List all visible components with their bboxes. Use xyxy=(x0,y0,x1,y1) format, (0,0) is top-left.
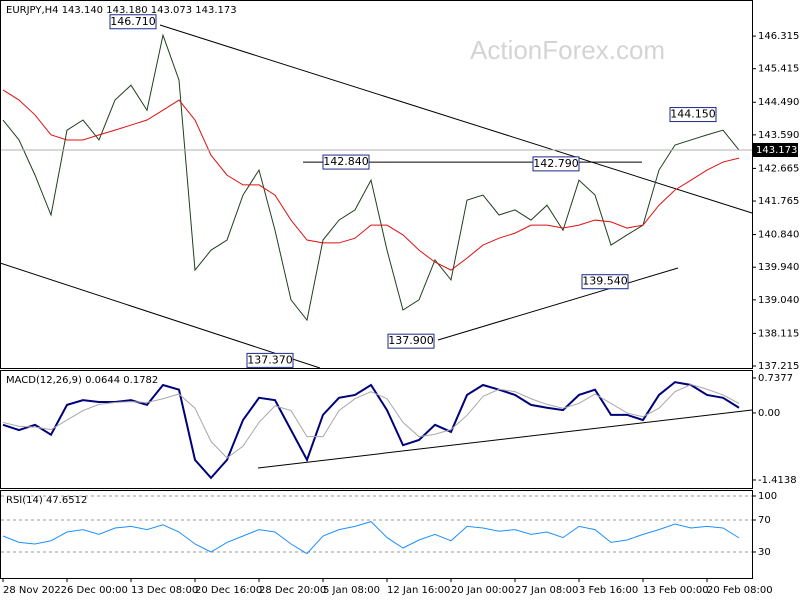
last-price-box xyxy=(753,142,798,157)
x-tick-label: 5 Jan 08:00 xyxy=(323,585,380,596)
rsi-panel xyxy=(0,490,753,579)
panel-title: EURJPY,H4 143.140 143.180 143.073 143.17… xyxy=(6,5,237,16)
y-tick-label: 0.7377 xyxy=(758,373,793,384)
annotation-box xyxy=(669,107,717,123)
annotation-box xyxy=(322,154,370,170)
y-tick-label: 137.215 xyxy=(758,361,799,372)
x-tick-label: 6 Dec 00:00 xyxy=(67,585,128,596)
annotation-label: 144.150 xyxy=(670,108,716,121)
y-tick-label: 0.00 xyxy=(758,408,780,419)
last-price-label: 143.173 xyxy=(756,145,797,156)
y-tick-label: 139.940 xyxy=(758,262,799,273)
trend-line xyxy=(437,267,679,341)
x-tick-label: 20 Feb 08:00 xyxy=(707,585,773,596)
annotation-label: 142.790 xyxy=(533,157,579,170)
annotation-label: 137.370 xyxy=(247,353,293,366)
series-line xyxy=(2,381,740,480)
annotation-label: 146.710 xyxy=(110,15,156,28)
annotation-box xyxy=(532,156,580,172)
series-line xyxy=(2,33,740,322)
panel-title: RSI(14) 47.6512 xyxy=(6,495,87,506)
trend-line xyxy=(159,24,753,214)
y-tick-label: 143.590 xyxy=(758,130,799,141)
x-tick-label: 20 Jan 00:00 xyxy=(451,585,514,596)
price-panel xyxy=(0,0,753,369)
series-line xyxy=(2,89,740,271)
y-tick-label: 146.315 xyxy=(758,31,799,42)
y-tick-label: 144.490 xyxy=(758,97,799,108)
annotation-label: 142.840 xyxy=(323,155,369,168)
y-tick-label: 70 xyxy=(758,515,771,526)
x-tick-label: 20 Dec 16:00 xyxy=(195,585,262,596)
x-tick-label: 13 Feb 00:00 xyxy=(643,585,709,596)
y-tick-label: 139.040 xyxy=(758,295,799,306)
annotation-box xyxy=(109,14,157,30)
annotation-label: 137.900 xyxy=(388,334,434,347)
y-tick-label: 142.665 xyxy=(758,163,799,174)
annotation-box xyxy=(581,274,629,290)
macd-panel xyxy=(0,370,753,489)
y-tick-label: 138.115 xyxy=(758,328,799,339)
x-tick-label: 28 Dec 20:00 xyxy=(259,585,326,596)
annotation-box xyxy=(387,333,435,349)
y-tick-label: -1.4138 xyxy=(758,475,797,486)
x-tick-label: 3 Feb 16:00 xyxy=(579,585,638,596)
trend-line xyxy=(257,409,753,469)
y-tick-label: 145.415 xyxy=(758,64,799,75)
annotation-label: 139.540 xyxy=(582,275,628,288)
x-tick-label: 12 Jan 16:00 xyxy=(387,585,450,596)
x-tick-label: 27 Jan 08:00 xyxy=(515,585,578,596)
x-tick-label: 13 Dec 08:00 xyxy=(131,585,198,596)
annotation-box xyxy=(246,352,294,368)
y-tick-label: 140.840 xyxy=(758,230,799,241)
series-line xyxy=(2,521,740,555)
watermark: ActionForex.com xyxy=(470,35,665,65)
panel-title: MACD(12,26,9) 0.0644 0.1782 xyxy=(6,375,158,386)
y-tick-label: 141.765 xyxy=(758,196,799,207)
y-tick-label: 100 xyxy=(758,491,777,502)
series-line xyxy=(2,383,740,459)
trend-line xyxy=(0,262,321,369)
y-tick-label: 30 xyxy=(758,547,771,558)
x-tick-label: 28 Nov 2022 xyxy=(3,585,67,596)
